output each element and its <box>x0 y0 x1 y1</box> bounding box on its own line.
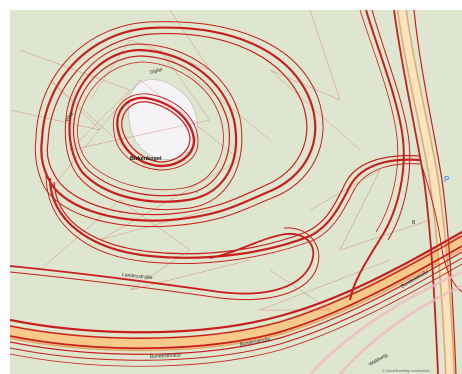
map-frame[interactable]: Gipfel Birkenkogel Weg Landesstraße Bund… <box>10 10 462 374</box>
gps-track-loops <box>10 10 462 374</box>
small-blue-marker: • <box>196 190 198 196</box>
road-lower-label-1: Bundesstraße <box>150 352 182 360</box>
road-upper-label: Landesstraße <box>122 272 153 281</box>
vertical-highway <box>397 10 455 374</box>
parking-icon: P <box>444 175 450 184</box>
road-tracks <box>10 231 462 367</box>
side-marker-label: B <box>412 220 416 226</box>
summit-area <box>128 79 198 160</box>
faint-tracks <box>10 10 431 311</box>
road-lower-label-2: Bundesstraße <box>239 337 271 348</box>
map-background <box>10 10 462 374</box>
map-attribution: © OpenStreetMap contributors <box>382 369 430 373</box>
summit-top-label: Gipfel <box>149 67 163 76</box>
left-path-label: Weg <box>64 111 74 123</box>
major-road <box>10 235 462 352</box>
summit-name-label: Birkenkogel <box>130 156 162 162</box>
right-bands <box>308 270 462 374</box>
gps-track-map[interactable]: Gipfel Birkenkogel Weg Landesstraße Bund… <box>10 10 462 374</box>
